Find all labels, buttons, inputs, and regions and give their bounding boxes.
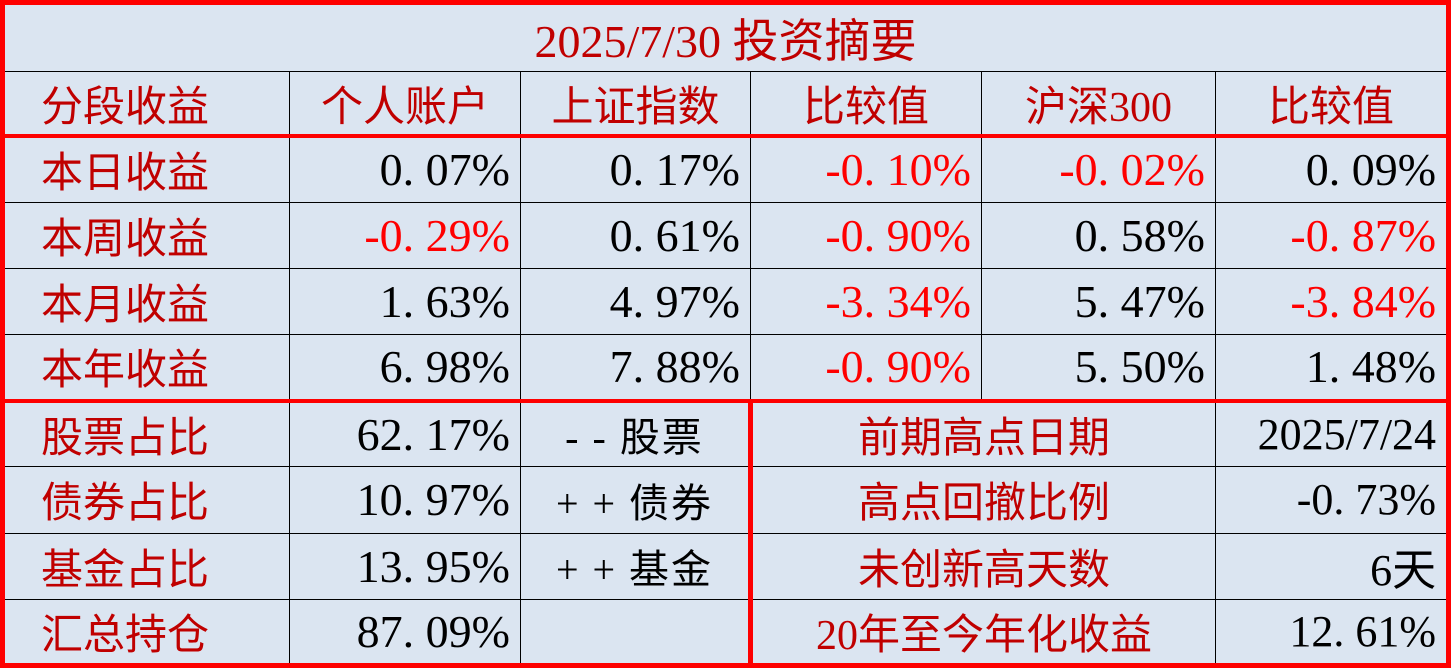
weekly-compare-csi300-value: -0. 87% bbox=[1214, 201, 1450, 269]
row-yearly-return: 本年收益 6. 98% 7. 88% -0. 90% 5. 50% 1. 48% bbox=[2, 333, 1450, 403]
monthly-csi300-value: 5. 47% bbox=[981, 267, 1216, 335]
annualized-return-value: 12. 61% bbox=[1214, 598, 1450, 667]
label-yearly-return: 本年收益 bbox=[2, 333, 290, 403]
total-position-value: 87. 09% bbox=[289, 598, 521, 667]
row-daily-return: 本日收益 0. 07% 0. 17% -0. 10% -0. 02% 0. 09… bbox=[2, 135, 1450, 203]
table-title: 2025/7/30 投资摘要 bbox=[1, 1, 1450, 73]
header-segment-return: 分段收益 bbox=[2, 71, 290, 138]
row-weekly-return: 本周收益 -0. 29% 0. 61% -0. 90% 0. 58% -0. 8… bbox=[2, 201, 1450, 269]
label-total-position: 汇总持仓 bbox=[2, 598, 290, 667]
days-since-high-value: 6天 bbox=[1214, 532, 1450, 600]
monthly-sse-value: 4. 97% bbox=[520, 267, 751, 335]
daily-sse-value: 0. 17% bbox=[520, 135, 751, 203]
daily-compare-sse-value: -0. 10% bbox=[750, 135, 982, 203]
yearly-personal-value: 6. 98% bbox=[289, 333, 521, 403]
row-bond-allocation: 债券占比 10. 97% + + 债券 高点回撤比例 -0. 73% bbox=[2, 466, 1450, 534]
row-total-position: 汇总持仓 87. 09% 20年至今年化收益 12. 61% bbox=[2, 598, 1450, 667]
label-fund-allocation: 基金占比 bbox=[2, 532, 290, 600]
stock-adjust-note: - - 股票 bbox=[520, 400, 751, 468]
stock-allocation-value: 62. 17% bbox=[289, 400, 521, 468]
row-monthly-return: 本月收益 1. 63% 4. 97% -3. 34% 5. 47% -3. 84… bbox=[2, 267, 1450, 335]
bond-adjust-note: + + 债券 bbox=[520, 466, 751, 534]
title-row: 2025/7/30 投资摘要 bbox=[1, 1, 1450, 73]
yearly-csi300-value: 5. 50% bbox=[981, 333, 1216, 403]
monthly-compare-csi300-value: -3. 84% bbox=[1214, 267, 1450, 335]
header-row: 分段收益 个人账户 上证指数 比较值 沪深300 比较值 bbox=[2, 71, 1450, 138]
header-sse-index: 上证指数 bbox=[520, 71, 751, 138]
header-personal-account: 个人账户 bbox=[289, 71, 521, 138]
monthly-compare-sse-value: -3. 34% bbox=[750, 267, 982, 335]
label-daily-return: 本日收益 bbox=[2, 135, 290, 203]
label-drawdown-from-high: 高点回撤比例 bbox=[748, 466, 1216, 534]
header-csi300: 沪深300 bbox=[981, 71, 1216, 138]
monthly-personal-value: 1. 63% bbox=[289, 267, 521, 335]
weekly-sse-value: 0. 61% bbox=[520, 201, 751, 269]
weekly-personal-value: -0. 29% bbox=[289, 201, 521, 269]
label-weekly-return: 本周收益 bbox=[2, 201, 290, 269]
bond-allocation-value: 10. 97% bbox=[289, 466, 521, 534]
drawdown-from-high-value: -0. 73% bbox=[1214, 466, 1450, 534]
daily-csi300-value: -0. 02% bbox=[981, 135, 1216, 203]
prior-high-date-value: 2025/7/24 bbox=[1214, 400, 1450, 468]
fund-allocation-value: 13. 95% bbox=[289, 532, 521, 600]
label-monthly-return: 本月收益 bbox=[2, 267, 290, 335]
weekly-compare-sse-value: -0. 90% bbox=[750, 201, 982, 269]
empty-note-cell bbox=[520, 598, 751, 667]
weekly-csi300-value: 0. 58% bbox=[981, 201, 1216, 269]
daily-compare-csi300-value: 0. 09% bbox=[1214, 135, 1450, 203]
label-prior-high-date: 前期高点日期 bbox=[748, 400, 1216, 468]
yearly-compare-sse-value: -0. 90% bbox=[750, 333, 982, 403]
yearly-sse-value: 7. 88% bbox=[520, 333, 751, 403]
header-compare-csi300: 比较值 bbox=[1214, 71, 1450, 138]
label-stock-allocation: 股票占比 bbox=[2, 400, 290, 468]
label-bond-allocation: 债券占比 bbox=[2, 466, 290, 534]
header-compare-sse: 比较值 bbox=[750, 71, 982, 138]
yearly-compare-csi300-value: 1. 48% bbox=[1214, 333, 1450, 403]
row-stock-allocation: 股票占比 62. 17% - - 股票 前期高点日期 2025/7/24 bbox=[2, 400, 1450, 468]
label-annualized-return-since-2005: 20年至今年化收益 bbox=[748, 598, 1216, 667]
row-fund-allocation: 基金占比 13. 95% + + 基金 未创新高天数 6天 bbox=[2, 532, 1450, 600]
daily-personal-value: 0. 07% bbox=[289, 135, 521, 203]
label-days-since-high: 未创新高天数 bbox=[748, 532, 1216, 600]
fund-adjust-note: + + 基金 bbox=[520, 532, 751, 600]
